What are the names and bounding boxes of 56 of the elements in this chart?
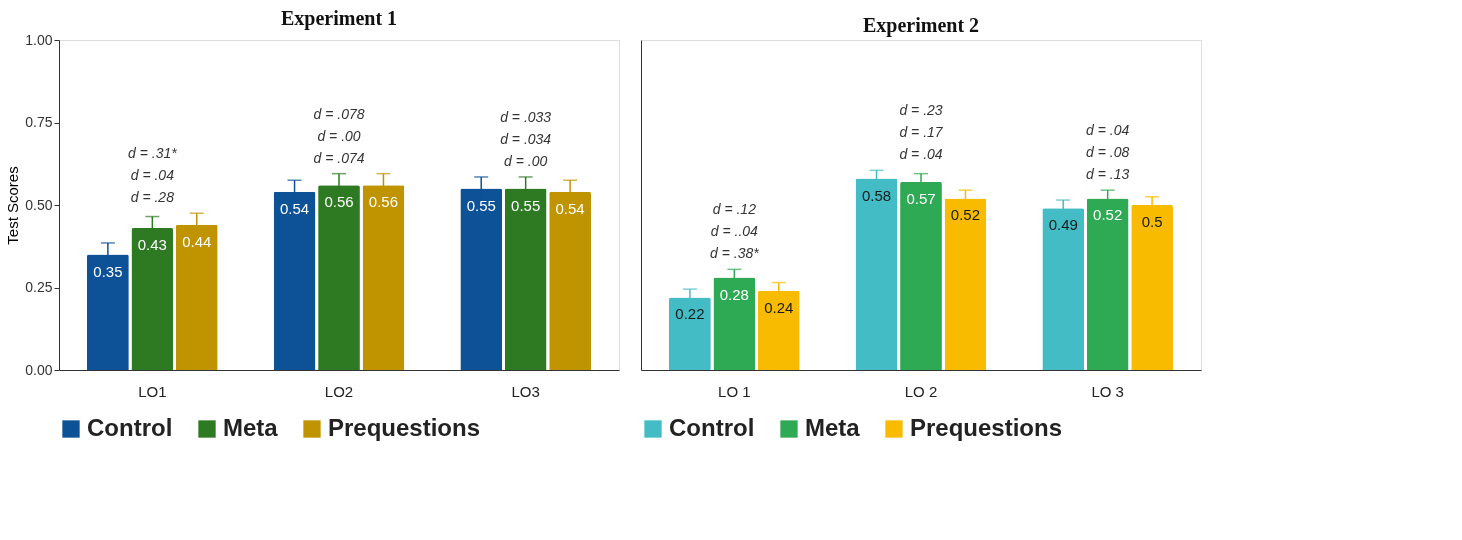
data-label: 0.52 [950,206,981,224]
annotation: d = .28 [130,189,175,206]
x-tick-label: LO 2 [904,382,938,400]
data-label: 0.54 [555,199,585,217]
legend-label: Prequestions [910,414,1063,441]
annotation: d = .033 [500,108,552,125]
y-tick-label: 0.25 [25,279,53,295]
y-tick-label: 0.00 [25,361,53,378]
annotation: d = .034 [500,130,552,147]
annotation: d = .12 [712,201,757,218]
annotation: d = .17 [899,124,944,141]
legend-label: Meta [223,414,279,441]
annotation: d = .23 [899,102,943,119]
legend-label: Control [669,414,755,441]
data-label: 0.56 [324,193,354,211]
legend-label: Prequestions [328,414,481,441]
y-tick-label: 0.50 [25,196,53,213]
x-tick-label: LO 3 [1091,382,1124,400]
data-label: 0.24 [764,298,794,316]
data-label: 0.55 [466,196,496,214]
annotation: d = .38* [710,245,760,262]
data-label: 0.5 [1141,213,1163,230]
data-label: 0.22 [675,305,705,323]
data-label: 0.58 [861,186,892,204]
chart-title: Experiment 1 [280,7,398,30]
data-label: 0.35 [93,262,123,280]
chart-title: Experiment 2 [862,14,980,37]
annotation: d = .13 [1086,166,1130,183]
annotation: d = .31* [128,145,178,162]
annotation: d = .04 [1086,122,1130,139]
data-label: 0.28 [719,285,749,303]
data-label: 0.55 [511,196,541,214]
data-label: 0.49 [1048,216,1078,234]
annotation: d = .04 [899,146,943,163]
annotation: d = .00 [317,127,361,144]
annotation: d = .08 [1086,144,1130,161]
annotation: d = ..04 [710,223,759,240]
x-tick-label: LO1 [138,382,167,400]
annotation: d = .078 [313,105,365,122]
annotation: d = .074 [313,149,365,166]
data-label: 0.56 [368,193,399,211]
y-axis-title: Test Scores [4,166,22,245]
data-label: 0.52 [1093,206,1123,224]
data-label: 0.44 [182,232,212,250]
y-tick-label: 0.75 [25,114,53,130]
legend-label: Control [87,414,173,441]
x-tick-label: LO3 [511,382,540,400]
data-label: 0.43 [137,236,167,254]
legend-label: Meta [805,414,861,441]
y-tick-label: 1.00 [25,31,53,48]
x-tick-label: LO2 [324,382,354,400]
x-tick-label: LO 1 [718,382,751,400]
annotation: d = .04 [130,167,175,184]
data-label: 0.54 [279,199,310,217]
annotation: d = .00 [504,152,548,169]
data-label: 0.57 [906,189,936,207]
